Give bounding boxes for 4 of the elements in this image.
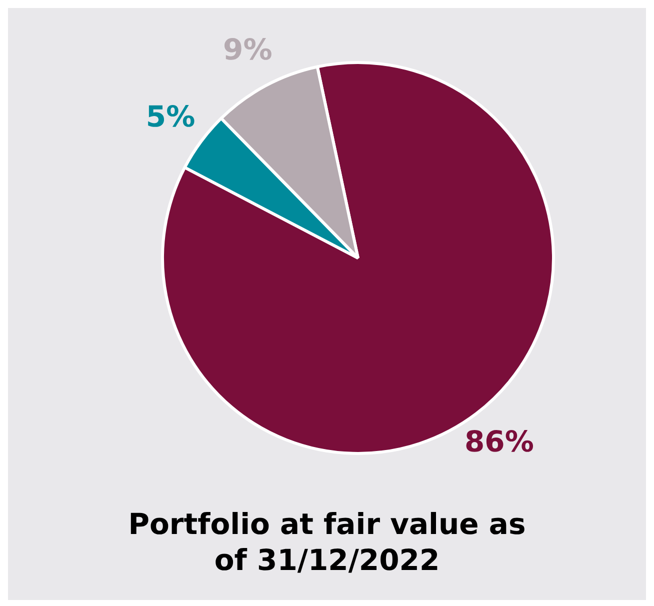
text: Portfolio at fair value as of 31/12/2022 <box>127 506 527 578</box>
data-label: 9% <box>223 32 272 67</box>
data-label: 5% <box>146 99 196 134</box>
data-label: 86% <box>464 424 534 459</box>
